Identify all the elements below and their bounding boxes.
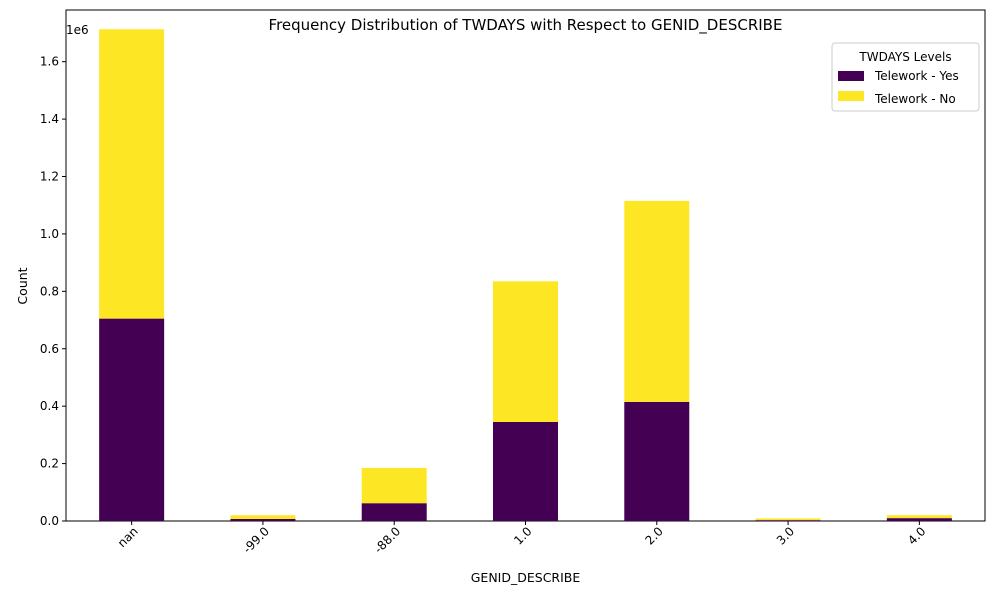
bars <box>99 29 952 521</box>
legend: TWDAYS Levels Telework - Yes Telework - … <box>831 42 980 112</box>
bar-yes-3 <box>493 421 558 521</box>
legend-label-yes: Telework - Yes <box>874 69 959 83</box>
legend-swatch-no <box>838 91 864 101</box>
y-tick-label: 1.0 <box>40 227 59 241</box>
bar-no-2 <box>361 467 427 504</box>
legend-title: TWDAYS Levels <box>858 50 951 64</box>
bar-no-4 <box>624 200 690 402</box>
y-axis-offset-label: 1e6 <box>66 23 89 37</box>
bar-yes-4 <box>624 401 690 521</box>
y-axis-title: Count <box>15 267 30 304</box>
legend-label-no: Telework - No <box>874 92 956 106</box>
y-tick-label: 1.2 <box>40 170 59 184</box>
y-tick-label: 1.6 <box>40 55 59 69</box>
y-tick-label: 0.0 <box>40 514 59 528</box>
bar-no-0 <box>99 29 165 319</box>
y-tick-label: 0.4 <box>40 399 59 413</box>
legend-box <box>831 42 980 112</box>
y-tick-label: 0.8 <box>40 284 59 298</box>
y-tick-label: 0.2 <box>40 457 59 471</box>
legend-swatch-yes <box>838 71 864 81</box>
bar-yes-1 <box>230 518 296 521</box>
y-tick-label: 1.4 <box>40 112 59 126</box>
x-axis-title: GENID_DESCRIBE <box>471 570 581 585</box>
bar-no-5 <box>755 518 821 521</box>
bar-yes-5 <box>755 520 821 521</box>
y-axis: 0.0 0.2 0.4 0.6 0.8 1.0 1.2 1.4 1.6 <box>40 55 66 528</box>
bar-no-1 <box>230 515 296 519</box>
chart-title: Frequency Distribution of TWDAYS with Re… <box>269 16 783 35</box>
y-tick-label: 0.6 <box>40 342 59 356</box>
bar-no-3 <box>493 281 558 422</box>
bar-yes-2 <box>361 503 427 521</box>
bar-yes-0 <box>99 318 165 521</box>
bar-yes-6 <box>886 518 952 521</box>
bar-no-6 <box>886 515 952 519</box>
